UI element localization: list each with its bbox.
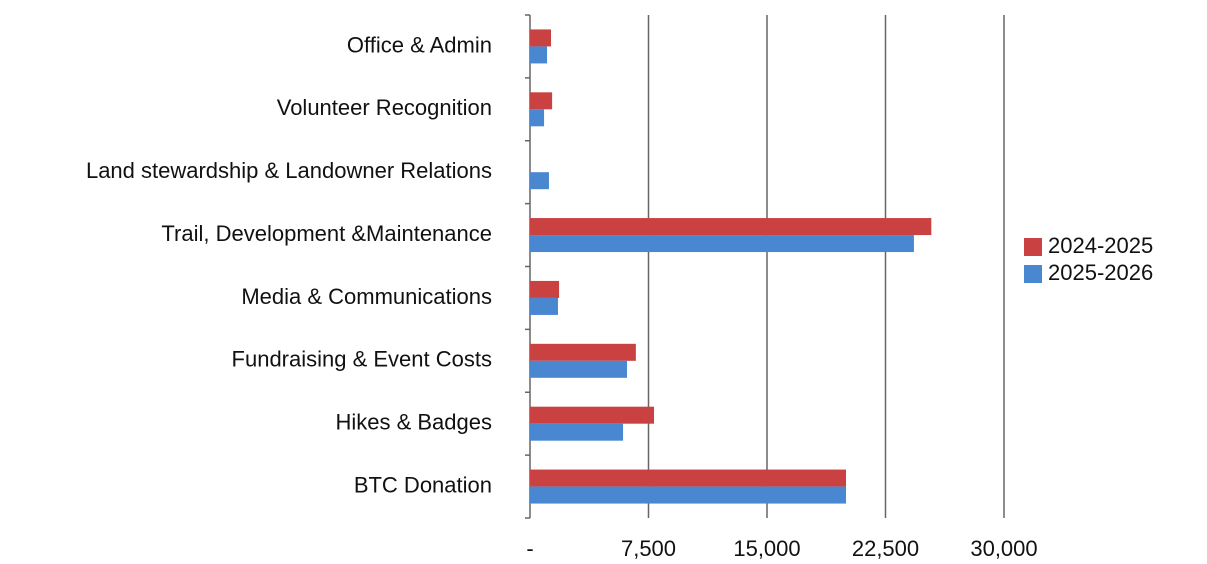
bar — [530, 218, 932, 236]
bar — [530, 235, 914, 253]
y-tick-label: Fundraising & Event Costs — [232, 347, 492, 372]
bar — [530, 486, 846, 504]
bar — [530, 343, 636, 361]
bar — [530, 406, 655, 424]
bar — [530, 280, 560, 298]
bar — [530, 46, 548, 64]
y-tick-label: Volunteer Recognition — [277, 95, 492, 120]
bar — [530, 360, 628, 378]
bar — [530, 172, 549, 190]
legend-label: 2025-2026 — [1048, 260, 1153, 285]
x-tick-label: - — [526, 536, 533, 561]
y-tick-label: Media & Communications — [241, 284, 492, 309]
legend-swatch — [1024, 238, 1042, 256]
x-tick-label: 15,000 — [733, 536, 800, 561]
y-tick-label: Office & Admin — [347, 32, 492, 57]
x-tick-label: 22,500 — [852, 536, 919, 561]
x-tick-label: 7,500 — [621, 536, 676, 561]
y-tick-label: Land stewardship & Landowner Relations — [86, 158, 492, 183]
legend-label: 2024-2025 — [1048, 233, 1153, 258]
bar — [530, 297, 558, 315]
y-tick-label: Hikes & Badges — [335, 410, 492, 435]
bar — [530, 92, 553, 110]
bar — [530, 469, 846, 487]
bar — [530, 29, 552, 47]
y-tick-label: BTC Donation — [354, 472, 492, 497]
bar — [530, 423, 624, 441]
y-tick-label: Trail, Development &Maintenance — [161, 221, 492, 246]
legend-swatch — [1024, 265, 1042, 283]
x-tick-label: 30,000 — [970, 536, 1037, 561]
bar — [530, 109, 545, 127]
